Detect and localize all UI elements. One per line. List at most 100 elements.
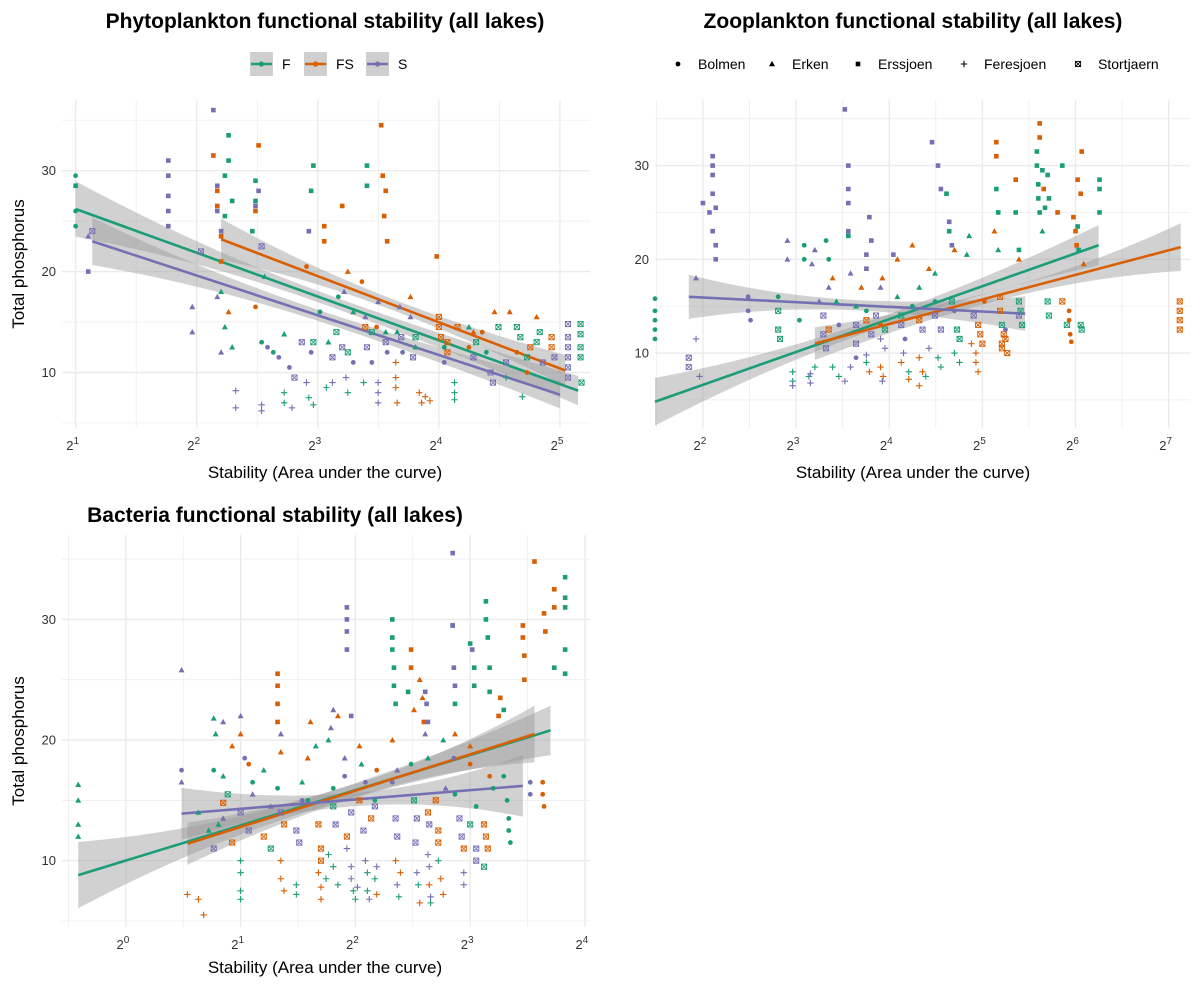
data-point [963, 251, 970, 257]
data-point [378, 122, 384, 128]
data-point [909, 242, 916, 248]
x-tick-label: 27 [1159, 436, 1172, 453]
data-point [382, 329, 389, 335]
data-point [1080, 260, 1087, 267]
data-point [408, 665, 414, 670]
data-point [368, 329, 375, 336]
data-point [460, 845, 467, 852]
data-point [334, 712, 341, 719]
data-point [452, 791, 458, 797]
data-point [540, 779, 546, 785]
data-point [438, 334, 445, 341]
data-point [310, 339, 317, 346]
data-point [258, 401, 265, 408]
data-point [166, 173, 171, 178]
data-point [982, 299, 987, 304]
fit-lines [654, 223, 1182, 426]
data-point [1040, 167, 1045, 173]
data-point [75, 821, 82, 827]
data-point [577, 344, 584, 351]
data-point [73, 208, 79, 214]
data-point [466, 344, 472, 350]
data-point [374, 767, 380, 773]
data-point [495, 324, 502, 331]
data-point [232, 404, 239, 412]
data-point [652, 296, 658, 302]
x-tick-exponent: 2 [701, 436, 707, 447]
data-point [350, 308, 357, 315]
data-point [1003, 327, 1008, 332]
data-point [407, 293, 414, 300]
legend-item-erken: Erken [769, 56, 829, 72]
data-point [298, 339, 305, 346]
data-point [916, 317, 923, 324]
data-point [1045, 172, 1050, 178]
data-point [299, 779, 306, 785]
x-tick-exponent: 4 [887, 436, 893, 447]
data-point [299, 797, 305, 803]
data-point [166, 193, 171, 199]
data-point [435, 839, 442, 846]
x-tick-exponent: 3 [316, 436, 322, 447]
data-point [315, 821, 322, 828]
data-point [347, 863, 355, 870]
data-point [1176, 298, 1183, 305]
data-point [847, 270, 854, 276]
data-point [246, 761, 252, 767]
x-tick-exponent: 1 [238, 935, 244, 946]
data-point [693, 274, 700, 281]
data-point [1044, 298, 1051, 305]
data-point [946, 219, 952, 225]
data-point [178, 666, 185, 673]
data-point [330, 785, 336, 791]
data-point [75, 833, 82, 839]
data-point [713, 205, 719, 211]
data-point [1075, 177, 1080, 182]
data-point [270, 349, 276, 355]
data-point [304, 264, 309, 269]
x-tick-exponent: 4 [583, 935, 589, 946]
data-point [938, 186, 944, 192]
data-point [808, 260, 815, 267]
data-point [879, 274, 886, 281]
data-point [389, 736, 396, 743]
data-point [434, 254, 439, 259]
data-point [898, 321, 905, 328]
data-point [846, 228, 851, 234]
x-tick-label: 25 [973, 436, 986, 453]
data-point [422, 730, 429, 737]
data-point [277, 749, 284, 755]
data-point [222, 213, 228, 219]
y-tick-label: 10 [42, 853, 56, 868]
x-tick-label: 24 [880, 436, 893, 453]
data-point [816, 298, 823, 304]
data-point [389, 779, 395, 785]
data-point [552, 665, 557, 670]
data-point [398, 334, 405, 341]
data-point [362, 324, 369, 331]
data-point [374, 399, 382, 406]
y-axis-label: Total phosphorus [9, 676, 28, 805]
data-point [195, 896, 202, 903]
x-tick-label: 26 [1066, 436, 1079, 453]
x-tick-exponent: 0 [124, 935, 130, 946]
data-point [259, 339, 265, 345]
data-point [343, 833, 350, 840]
data-point [214, 208, 220, 214]
data-point [745, 308, 751, 314]
data-point [1037, 121, 1042, 126]
data-point [339, 344, 346, 351]
data-point [900, 349, 907, 357]
data-point [75, 781, 82, 787]
data-point [932, 270, 939, 276]
data-point [166, 223, 171, 229]
data-point [344, 268, 351, 274]
data-point [1060, 163, 1065, 168]
data-point [450, 550, 455, 556]
x-tick-exponent: 1 [73, 436, 79, 447]
data-point [437, 875, 444, 882]
data-point [211, 153, 216, 158]
data-point [1037, 135, 1042, 140]
data-point [951, 349, 958, 357]
data-point [229, 839, 236, 846]
